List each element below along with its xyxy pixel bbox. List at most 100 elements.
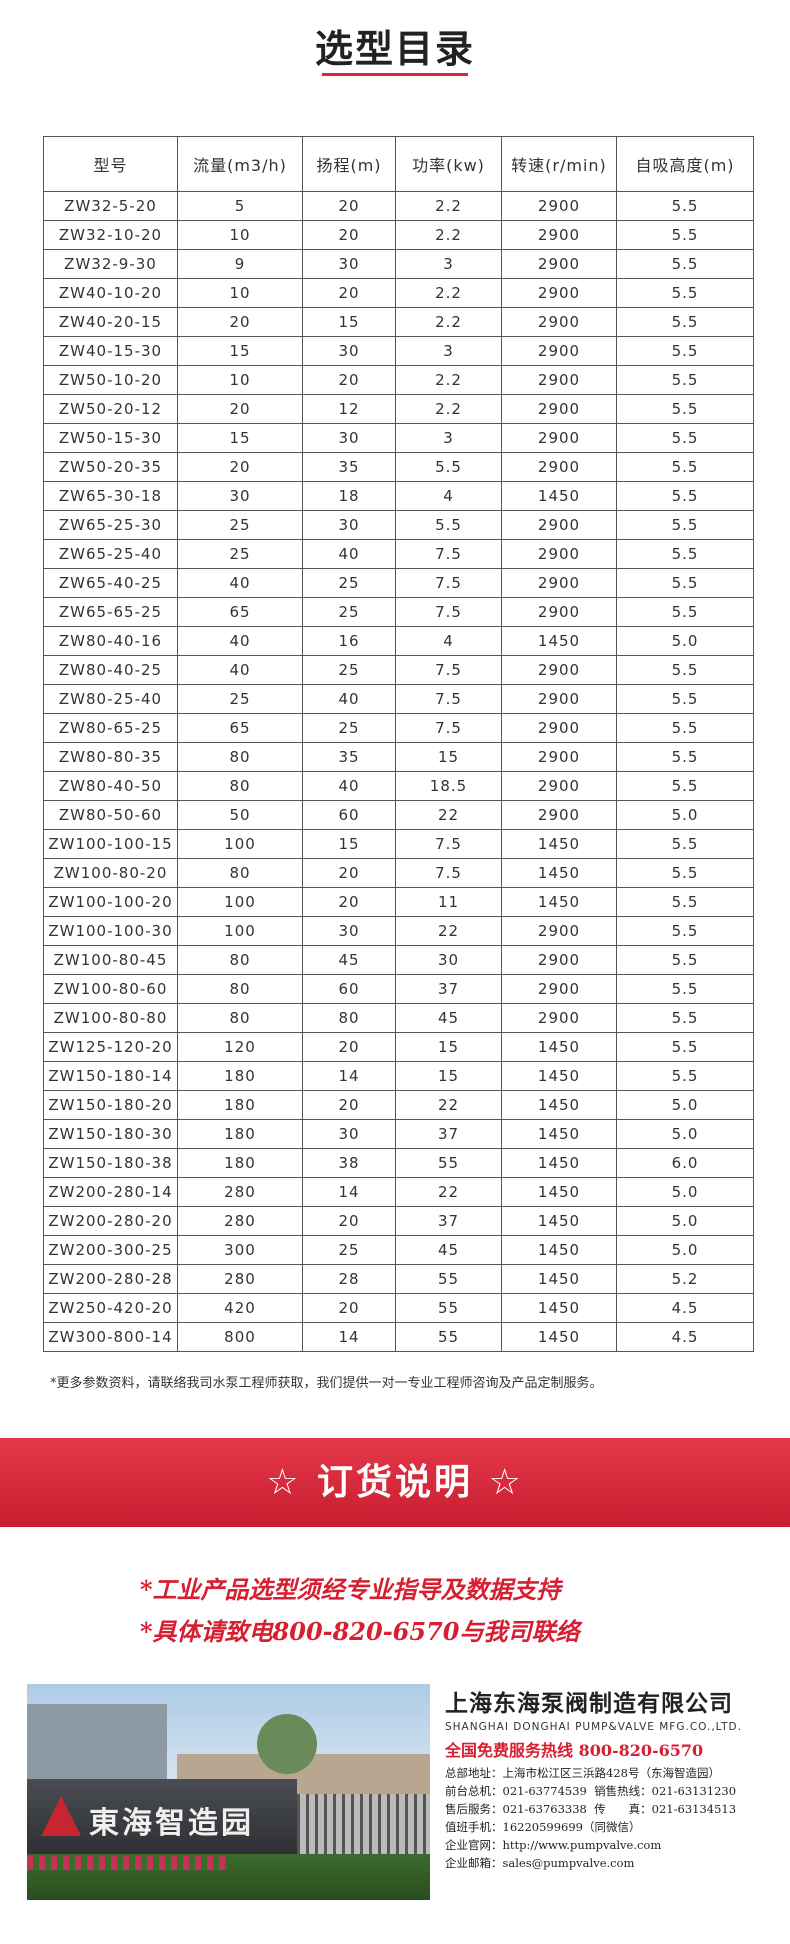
table-row: ZW50-15-30 15 30 3 2900 5.5 [43, 423, 754, 453]
table-cell: ZW80-40-50 [43, 771, 178, 801]
notice: *具体请致电800-820-6570与我司联络 [140, 1617, 580, 1646]
table-cell: 280 [177, 1206, 303, 1236]
table-cell: 5.0 [616, 626, 754, 656]
table-cell: ZW250-420-20 [43, 1293, 178, 1323]
table-cell: ZW80-40-16 [43, 626, 178, 656]
table-cell: 80 [302, 1003, 396, 1033]
table-cell: 2900 [501, 800, 617, 830]
table-cell: 22 [395, 916, 502, 946]
table-row: ZW65-30-18 30 18 4 1450 5.5 [43, 481, 754, 511]
table-cell: ZW40-10-20 [43, 278, 178, 308]
table-cell: 1450 [501, 887, 617, 917]
table-cell: 9 [177, 249, 303, 279]
contact-line: 总部地址：上海市松江区三浜路428号（东海智造园） [445, 1766, 720, 1780]
table-cell: 15 [395, 742, 502, 772]
table-cell: 22 [395, 800, 502, 830]
table-cell: 1450 [501, 1322, 617, 1352]
table-cell: 30 [177, 481, 303, 511]
table-cell: 280 [177, 1177, 303, 1207]
table-cell: ZW150-180-38 [43, 1148, 178, 1178]
table-cell: ZW125-120-20 [43, 1032, 178, 1062]
table-row: ZW125-120-20 120 20 15 1450 5.5 [43, 1032, 754, 1062]
table-cell: 1450 [501, 1090, 617, 1120]
table-cell: 20 [302, 191, 396, 221]
table-cell: ZW32-5-20 [43, 191, 178, 221]
table-cell: ZW65-30-18 [43, 481, 178, 511]
table-cell: 5.0 [616, 1090, 754, 1120]
table-cell: ZW100-100-30 [43, 916, 178, 946]
table-cell: 5.5 [616, 365, 754, 395]
table-cell: 5.5 [616, 510, 754, 540]
table-cell: 1450 [501, 1235, 617, 1265]
table-cell: 2900 [501, 307, 617, 337]
table-cell: 30 [302, 916, 396, 946]
contact-line: 售后服务：021-63763338 传 真：021-63134513 [445, 1802, 737, 1816]
table-cell: 2.2 [395, 365, 502, 395]
table-cell: ZW32-10-20 [43, 220, 178, 250]
table-cell: 50 [177, 800, 303, 830]
table-row: ZW32-5-20 5 20 2.2 2900 5.5 [43, 191, 754, 221]
table-cell: 2900 [501, 365, 617, 395]
table-cell: 1450 [501, 858, 617, 888]
table-cell: 28 [302, 1264, 396, 1294]
table-cell: 5.5 [616, 539, 754, 569]
table-cell: 5.5 [616, 191, 754, 221]
column-header: 功率(kw) [395, 136, 502, 192]
table-cell: 180 [177, 1061, 303, 1091]
table-cell: 5.5 [395, 510, 502, 540]
table-cell: 2900 [501, 684, 617, 714]
table-cell: ZW100-100-15 [43, 829, 178, 859]
table-cell: 20 [177, 452, 303, 482]
table-row: ZW100-100-15 100 15 7.5 1450 5.5 [43, 829, 754, 859]
table-cell: 45 [395, 1003, 502, 1033]
column-header: 型号 [43, 136, 178, 192]
table-cell: 2.2 [395, 278, 502, 308]
table-cell: 35 [302, 742, 396, 772]
table-cell: 80 [177, 771, 303, 801]
table-cell: 55 [395, 1322, 502, 1352]
table-cell: 7.5 [395, 568, 502, 598]
table-cell: 40 [302, 684, 396, 714]
table-cell: 38 [302, 1148, 396, 1178]
table-cell: ZW40-20-15 [43, 307, 178, 337]
table-cell: 22 [395, 1177, 502, 1207]
header-row: 型号 流量(m3/h) 扬程(m) 功率(kw) 转速(r/min) 自吸高度(m) [43, 136, 754, 192]
table-cell: 7.5 [395, 539, 502, 569]
table-row: ZW100-80-80 80 80 45 2900 5.5 [43, 1003, 754, 1033]
table-cell: 2900 [501, 713, 617, 743]
table-cell: 1450 [501, 1032, 617, 1062]
table-cell: 7.5 [395, 597, 502, 627]
table-cell: 7.5 [395, 858, 502, 888]
table-cell: 2900 [501, 423, 617, 453]
table-row: ZW65-40-25 40 25 7.5 2900 5.5 [43, 568, 754, 598]
table-cell: 7.5 [395, 713, 502, 743]
banner: ☆ 订货说明 ☆ [0, 1438, 790, 1527]
table-cell: 10 [177, 365, 303, 395]
table-cell: 30 [302, 1119, 396, 1149]
table-row: ZW100-80-60 80 60 37 2900 5.5 [43, 974, 754, 1004]
table-row: ZW80-40-25 40 25 7.5 2900 5.5 [43, 655, 754, 685]
table-cell: 2900 [501, 336, 617, 366]
table-cell: 5.5 [616, 887, 754, 917]
table-cell: 25 [302, 655, 396, 685]
table-cell: 5.5 [616, 1061, 754, 1091]
table-cell: 5.2 [616, 1264, 754, 1294]
contact-line: 前台总机：021-63774539 销售热线：021-63131230 [445, 1784, 737, 1798]
table-cell: 55 [395, 1148, 502, 1178]
contact-line: 企业邮箱：sales@pumpvalve.com [445, 1856, 635, 1870]
table-cell: 25 [302, 1235, 396, 1265]
table-cell: 5.5 [616, 771, 754, 801]
company-info: 上海东海泵阀制造有限公司 SHANGHAI DONGHAI PUMP&VALVE… [445, 1684, 755, 1872]
table-cell: 1450 [501, 1293, 617, 1323]
table-cell: 15 [395, 1061, 502, 1091]
table-row: ZW50-20-12 20 12 2.2 2900 5.5 [43, 394, 754, 424]
table-cell: 20 [302, 220, 396, 250]
table-cell: ZW100-80-45 [43, 945, 178, 975]
table-cell: 15 [302, 829, 396, 859]
table-cell: 35 [302, 452, 396, 482]
table-cell: 25 [177, 510, 303, 540]
table-row: ZW150-180-20 180 20 22 1450 5.0 [43, 1090, 754, 1120]
table-cell: 180 [177, 1148, 303, 1178]
table-cell: 18.5 [395, 771, 502, 801]
table-cell: 2900 [501, 1003, 617, 1033]
